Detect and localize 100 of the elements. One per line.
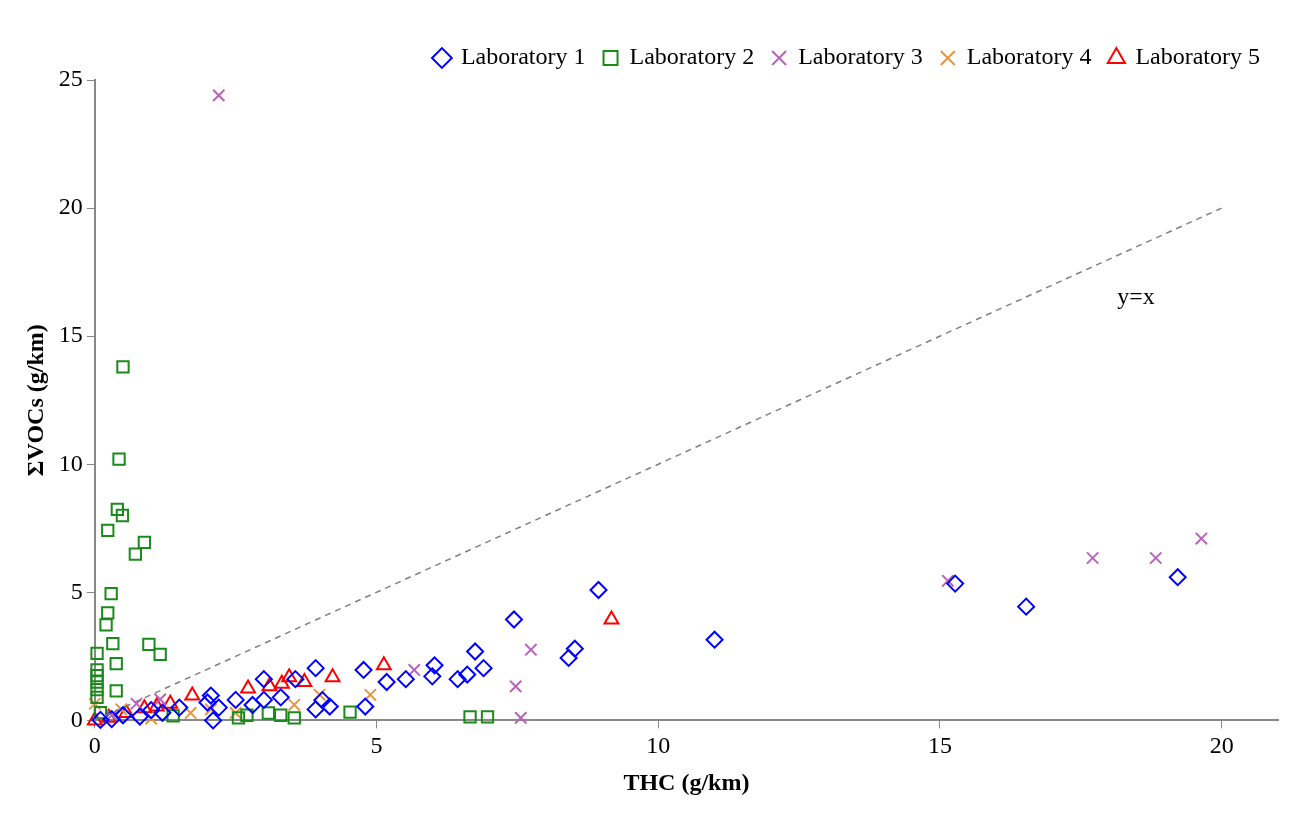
point xyxy=(448,670,467,689)
point xyxy=(128,547,143,561)
point xyxy=(287,698,301,712)
point xyxy=(705,630,724,649)
point xyxy=(559,648,578,667)
point xyxy=(287,711,301,725)
point xyxy=(142,701,161,720)
point xyxy=(589,581,608,600)
point xyxy=(102,710,121,729)
point xyxy=(1085,551,1100,565)
point xyxy=(509,679,523,693)
point xyxy=(201,686,220,705)
point xyxy=(212,88,226,103)
point xyxy=(396,670,415,689)
point xyxy=(153,692,167,707)
point xyxy=(274,708,288,722)
x-tick-label: 20 xyxy=(1209,732,1234,759)
point xyxy=(101,523,115,537)
point xyxy=(90,690,104,704)
point xyxy=(514,711,528,725)
point xyxy=(603,610,620,625)
legend-label: Laboratory 5 xyxy=(1135,43,1261,70)
point xyxy=(343,705,357,719)
point xyxy=(243,696,262,715)
point xyxy=(153,703,172,722)
y-tick-label: 0 xyxy=(70,705,83,732)
point xyxy=(91,710,110,729)
point xyxy=(313,691,332,710)
point xyxy=(354,660,373,679)
point xyxy=(88,697,102,711)
y-tick-label: 25 xyxy=(58,65,83,92)
point xyxy=(86,711,103,726)
point xyxy=(254,690,273,709)
point xyxy=(320,697,339,716)
point xyxy=(565,639,584,658)
point xyxy=(504,610,523,629)
point xyxy=(90,675,104,689)
point xyxy=(183,706,198,720)
point xyxy=(306,700,325,719)
point xyxy=(129,697,144,711)
point xyxy=(261,706,275,720)
annotation: y=x xyxy=(1117,283,1155,310)
point xyxy=(306,659,325,678)
point xyxy=(112,452,126,466)
point xyxy=(1168,568,1187,587)
point xyxy=(240,679,256,694)
point xyxy=(271,688,290,707)
point xyxy=(109,656,123,671)
point xyxy=(130,707,149,726)
point xyxy=(90,668,104,683)
point xyxy=(1194,531,1209,546)
point xyxy=(363,688,377,702)
x-tick-label: 0 xyxy=(88,732,101,759)
point xyxy=(204,711,223,730)
point xyxy=(423,667,442,686)
point xyxy=(106,636,120,651)
x-tick-label: 15 xyxy=(927,732,952,759)
point xyxy=(204,702,218,717)
point xyxy=(466,642,485,661)
point xyxy=(90,646,104,660)
legend-label: Laboratory 2 xyxy=(629,43,755,70)
point xyxy=(229,706,243,720)
y-tick-label: 5 xyxy=(70,577,83,604)
point xyxy=(524,643,538,657)
point xyxy=(231,711,246,725)
point xyxy=(109,684,123,698)
point xyxy=(170,698,189,717)
point xyxy=(1017,597,1036,616)
x-tick-label: 5 xyxy=(370,732,383,759)
point xyxy=(104,586,118,601)
legend-label: Laboratory 4 xyxy=(966,43,1092,70)
point xyxy=(463,710,477,724)
point xyxy=(99,618,113,632)
x-tick-label: 10 xyxy=(646,732,671,759)
point xyxy=(184,686,201,701)
point xyxy=(480,710,495,724)
legend-label: Laboratory 1 xyxy=(460,43,586,70)
point xyxy=(113,706,132,725)
point xyxy=(90,683,104,697)
point xyxy=(148,697,165,712)
point xyxy=(375,656,392,671)
point xyxy=(407,663,421,677)
y-tick-label: 20 xyxy=(58,193,83,220)
y-tick-label: 10 xyxy=(58,449,83,476)
point xyxy=(136,699,153,714)
point xyxy=(240,708,254,722)
point xyxy=(110,502,124,516)
point xyxy=(116,360,130,374)
y-tick-label: 15 xyxy=(58,321,83,348)
point xyxy=(458,665,477,684)
point xyxy=(115,508,130,523)
point xyxy=(101,606,115,620)
y-axis-title: ΣVOCs (g/km) xyxy=(21,324,48,477)
point xyxy=(209,698,228,717)
point xyxy=(137,535,152,550)
legend-label: Laboratory 3 xyxy=(798,43,923,70)
point xyxy=(425,656,444,675)
point xyxy=(226,690,245,709)
point xyxy=(286,670,305,689)
point xyxy=(153,647,167,661)
